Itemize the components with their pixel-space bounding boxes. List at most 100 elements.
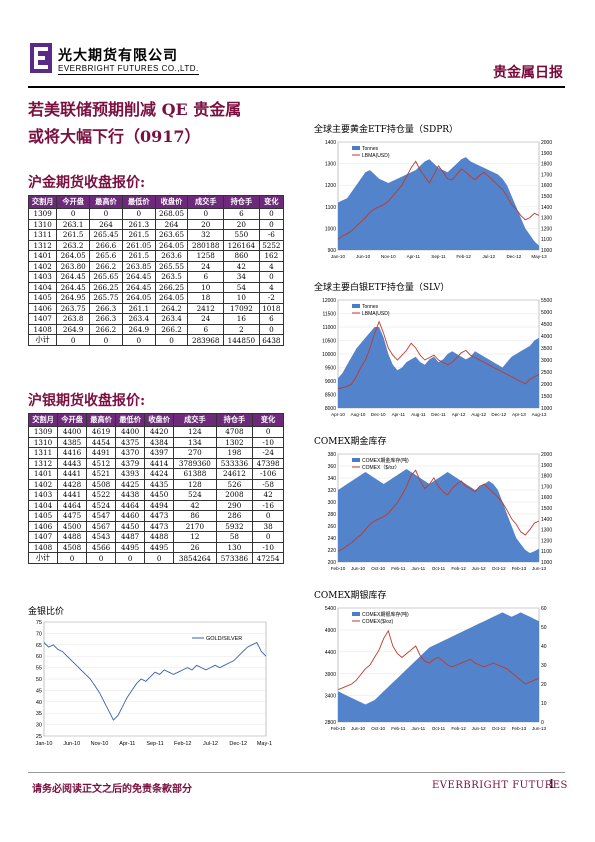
table-cell: 263.75: [56, 302, 91, 314]
y-tick-right: 3500: [541, 346, 552, 352]
x-tick-label: Dec-10: [371, 412, 386, 417]
y-tick-right: 1600: [541, 495, 552, 501]
table-cell: 524: [173, 489, 217, 501]
table-cell: 1302: [215, 436, 254, 448]
company-logo-icon: [30, 43, 52, 73]
column-header: 今开盘: [56, 195, 91, 209]
area-series-COMEX期金库存(吨): [338, 469, 539, 562]
table-cell: 264.2: [154, 302, 189, 314]
y-tick-label: 65: [36, 643, 42, 649]
table-cell: 4521: [86, 468, 117, 480]
table-cell: 1405: [27, 292, 58, 304]
table-cell: 42: [252, 489, 284, 501]
company-name-cn: 光大期货有限公司: [58, 48, 178, 64]
y-tick-right: 1300: [541, 216, 552, 222]
table-cell: 4464: [57, 499, 88, 511]
table-cell: 266.25: [89, 281, 123, 293]
table-cell: -10: [252, 541, 284, 553]
legend-swatch: [352, 612, 360, 616]
table-cell: -2: [258, 292, 285, 304]
table-cell: 0: [252, 531, 284, 543]
y-tick-right: 1800: [541, 474, 552, 480]
x-tick-label: Jun-10: [63, 741, 80, 747]
x-tick-label: Apr-11: [392, 412, 406, 417]
table-cell: 10: [223, 292, 260, 304]
y-tick-label: 60: [36, 654, 42, 660]
table-cell: 263.5: [154, 271, 189, 283]
disclaimer-link[interactable]: 请务必阅读正文之后的免责条款部分: [32, 784, 192, 795]
y-tick-left: 3900: [325, 672, 336, 678]
x-tick-label: Feb-10: [331, 726, 346, 731]
table-cell: 10: [187, 281, 225, 293]
table-cell: 3854264: [173, 552, 217, 564]
company-name-en: EVERBRIGHT FUTURES CO.,LTD.: [58, 64, 199, 75]
table-cell: 4491: [86, 447, 117, 459]
x-tick-label: May-13: [257, 741, 272, 747]
column-header: 最高价: [86, 413, 117, 427]
page-number: 1: [548, 777, 556, 791]
y-tick-left: 1400: [325, 140, 336, 146]
table-cell: 264.95: [56, 292, 91, 304]
y-tick-right: 2000: [541, 452, 552, 458]
table-header-row: 交割月 今开盘 最高价 最低价 收盘价 成交手 持仓手 变化: [27, 413, 284, 427]
table-cell: 1402: [27, 260, 58, 272]
comex-silver-chart: 2800 3400 3900 4400 4900 5400 0 10 20 30 40 50 60 COM…: [325, 606, 547, 731]
gold-etf-chart-title: 全球主要黄金ETF持仓量（SDPR）: [314, 125, 459, 135]
table-cell: 4379: [115, 457, 146, 469]
table-cell: 4473: [144, 520, 175, 532]
table-cell: 264.45: [121, 271, 156, 283]
table-cell: 526: [215, 478, 254, 490]
x-tick-label: Apr-13: [512, 412, 526, 417]
table-cell: 4443: [57, 457, 88, 469]
table-row: 1403 4441 4522 4438 4450 524 2008 42: [27, 489, 284, 501]
table-row: 1406 263.75 266.3 261.1 264.2 2412 17092 1018: [27, 302, 285, 314]
table-cell: 261.5: [121, 250, 156, 262]
table-cell: 280188: [187, 239, 225, 251]
legend-label: GOLD/SILVER: [206, 636, 242, 642]
x-tick-label: Oct-12: [492, 726, 506, 731]
table-row: 1312 4443 4512 4379 4414 3789360 533336 47398: [27, 457, 284, 469]
table-cell: 270: [173, 447, 217, 459]
x-tick-label: Jul-12: [203, 741, 218, 747]
report-title-line1: 若美联储预期削减 QE 贵金属: [28, 100, 242, 119]
table-cell: 0: [252, 426, 284, 438]
table-cell: 54: [223, 281, 260, 293]
table-cell: 4619: [86, 426, 117, 438]
table-cell: 4450: [115, 520, 146, 532]
table-cell: 264: [89, 218, 123, 230]
x-tick-label: Aug-11: [411, 412, 426, 417]
table-cell: 4424: [144, 468, 175, 480]
table-cell: 162: [258, 250, 285, 262]
table-cell: 4441: [57, 489, 88, 501]
table-cell: 283968: [187, 334, 225, 346]
table-cell: 4488: [57, 531, 88, 543]
table-cell: 4441: [57, 468, 88, 480]
table-cell: 18: [187, 292, 225, 304]
x-tick-label: Aug-10: [351, 412, 366, 417]
table-cell: 24: [187, 313, 225, 325]
line-series-COMEX($/oz): [337, 629, 540, 691]
y-tick-left: 10000: [322, 352, 336, 358]
table-cell: 134: [173, 436, 217, 448]
table-cell: 1408: [27, 541, 59, 553]
x-tick-label: Jun-10: [351, 566, 365, 571]
table-cell: 12: [173, 531, 217, 543]
table-cell: -106: [252, 468, 284, 480]
y-tick-label: 55: [36, 666, 42, 672]
table-cell: 0: [144, 552, 175, 564]
table-cell: 34: [223, 271, 260, 283]
table-row: 1402 263.80 266.2 263.85 265.55 24 42 4: [27, 260, 285, 272]
table-cell: 1309: [27, 426, 59, 438]
table-cell: 2170: [173, 520, 217, 532]
table-cell: 128: [173, 478, 217, 490]
y-tick-right: 3000: [541, 358, 552, 364]
table-cell: 263.80: [56, 260, 91, 272]
comex-gold-chart-title: COMEX期金库存: [314, 437, 387, 447]
column-header: 变化: [258, 195, 285, 209]
table-cell: 20: [187, 218, 225, 230]
y-tick-right: 1200: [541, 538, 552, 544]
table-cell: -58: [252, 478, 284, 490]
x-tick-label: Jul-12: [482, 254, 495, 259]
table-row: 1402 4428 4508 4425 4435 128 526 -58: [27, 478, 284, 490]
table-cell: 144850: [223, 334, 260, 346]
